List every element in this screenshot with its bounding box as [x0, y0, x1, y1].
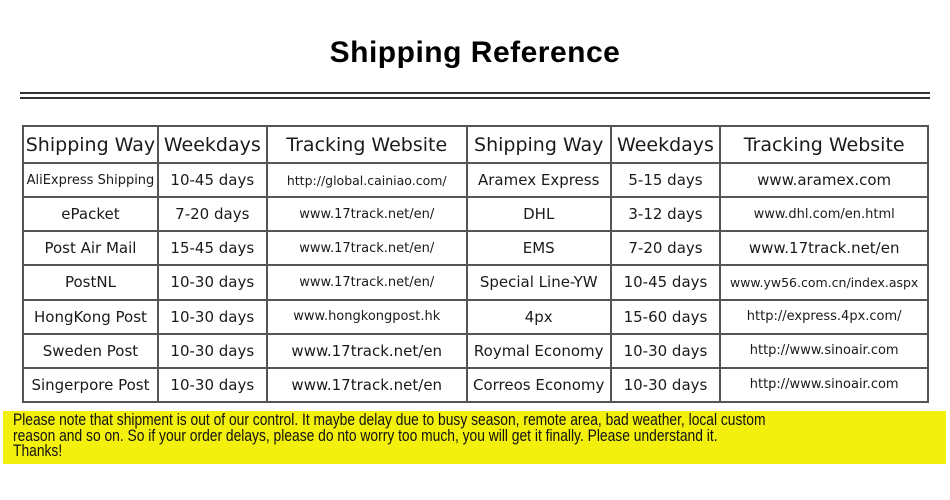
- note-line: reason and so on. So if your order delay…: [13, 426, 718, 445]
- table-row: Post Air Mail 15-45 days www.17track.net/e…: [22, 230, 929, 267]
- table-row: ePacket 7-20 days www.17track.net/en/DHL 3-…: [22, 196, 929, 233]
- shipping-way-cell: Correos Economy: [465, 366, 612, 404]
- shipping-way-cell: HongKong Post: [22, 298, 159, 335]
- shipping-way-cell: PostNL: [22, 264, 159, 301]
- table-row: AliExpress Shipping 10-45 days http://glob…: [22, 161, 929, 199]
- table-row: HongKong Post 10-30 days www.hongkongpost.…: [22, 298, 929, 335]
- page-title: Shipping Reference: [329, 36, 621, 69]
- tracking-website-cell: www.17track.net/en: [265, 332, 468, 369]
- tracking-website-cell: www.17track.net/en/: [265, 196, 468, 233]
- note-line: Thanks!: [13, 442, 63, 460]
- tracking-website-cell: www.17track.net/en/: [265, 230, 468, 267]
- column-header: Tracking Website: [265, 125, 468, 164]
- shipping-table: Shipping Way Weekdays Tracking Website Ship…: [22, 125, 929, 404]
- shipping-way-cell: Roymal Economy: [465, 332, 612, 369]
- column-header: Weekdays: [609, 125, 722, 164]
- column-header: Shipping Way: [465, 125, 612, 164]
- shipping-way-cell: Special Line-YW: [465, 264, 612, 301]
- table-row: Singerpore Post 10-30 days www.17track.net…: [22, 366, 929, 404]
- weekdays-cell: 10-30 days: [156, 298, 268, 335]
- tracking-website-cell: www.hongkongpost.hk: [265, 298, 468, 335]
- weekdays-cell: 7-20 days: [156, 196, 268, 233]
- weekdays-cell: 10-30 days: [156, 264, 268, 301]
- weekdays-cell: 3-12 days: [609, 196, 722, 233]
- weekdays-cell: 10-30 days: [609, 332, 722, 369]
- shipping-way-cell: DHL: [465, 196, 612, 233]
- tracking-website-cell: www.yw56.com.cn/index.aspx: [719, 264, 929, 301]
- tracking-website-cell: www.17track.net/en/: [265, 264, 468, 301]
- divider: [20, 92, 930, 94]
- tracking-website-cell: www.aramex.com: [719, 161, 929, 199]
- shipping-way-cell: 4px: [465, 298, 612, 335]
- column-header: Shipping Way: [22, 125, 159, 164]
- shipping-way-cell: Aramex Express: [465, 161, 612, 199]
- note-line: Please note that shipment is out of our …: [13, 411, 766, 429]
- shipping-way-cell: ePacket: [22, 196, 159, 233]
- table-row: PostNL 10-30 days www.17track.net/en/Speci…: [22, 264, 929, 301]
- table-header-row: Shipping Way Weekdays Tracking Website Ship…: [22, 125, 929, 164]
- tracking-website-cell: http://global.cainiao.com/: [265, 161, 468, 199]
- shipping-way-cell: AliExpress Shipping: [22, 161, 159, 199]
- weekdays-cell: 10-30 days: [156, 332, 268, 369]
- tracking-website-cell: www.dhl.com/en.html: [719, 196, 929, 233]
- weekdays-cell: 5-15 days: [609, 161, 722, 199]
- column-header: Tracking Website: [719, 125, 929, 164]
- tracking-website-cell: www.17track.net/en: [719, 230, 929, 267]
- shipping-way-cell: Sweden Post: [22, 332, 159, 369]
- weekdays-cell: 10-30 days: [609, 366, 722, 404]
- column-header: Weekdays: [156, 125, 268, 164]
- shipping-way-cell: Singerpore Post: [22, 366, 159, 404]
- tracking-website-cell: http://express.4px.com/: [719, 298, 929, 335]
- shipping-way-cell: EMS: [465, 230, 612, 267]
- shipping-note: Please note that shipment is out of our …: [3, 411, 946, 464]
- weekdays-cell: 10-45 days: [156, 161, 268, 199]
- weekdays-cell: 15-60 days: [609, 298, 722, 335]
- weekdays-cell: 7-20 days: [609, 230, 722, 267]
- divider: [20, 97, 930, 99]
- tracking-website-cell: www.17track.net/en: [265, 366, 468, 404]
- weekdays-cell: 15-45 days: [156, 230, 268, 267]
- tracking-website-cell: http://www.sinoair.com: [719, 332, 929, 369]
- tracking-website-cell: http://www.sinoair.com: [719, 366, 929, 404]
- weekdays-cell: 10-30 days: [156, 366, 268, 404]
- weekdays-cell: 10-45 days: [609, 264, 722, 301]
- table-row: Sweden Post 10-30 days www.17track.net/en R…: [22, 332, 929, 369]
- shipping-way-cell: Post Air Mail: [22, 230, 159, 267]
